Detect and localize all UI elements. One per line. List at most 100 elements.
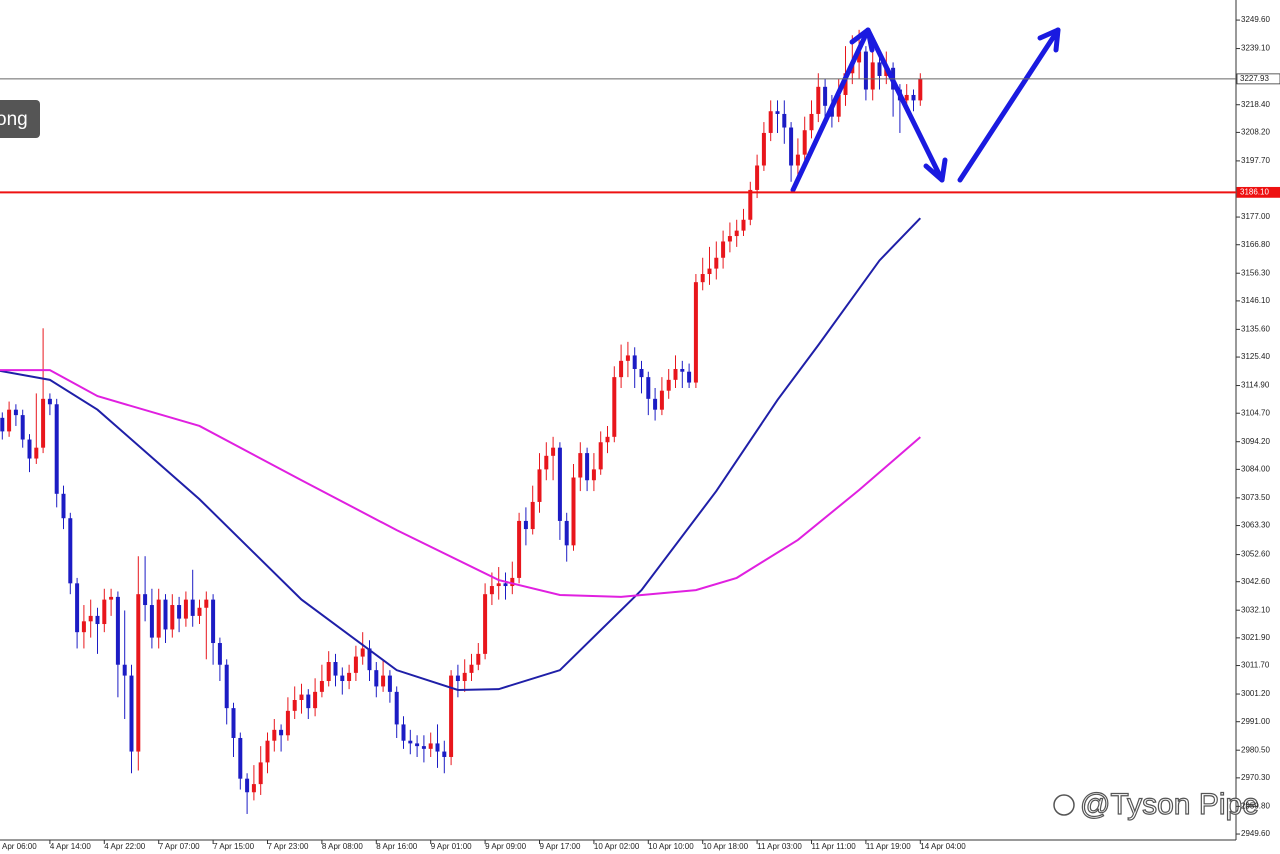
x-tick-label: 4 Apr 22:00	[104, 842, 145, 851]
candle-body	[748, 189, 753, 220]
candle-body	[428, 743, 433, 749]
candle-body	[442, 751, 447, 757]
x-tick-label: 11 Apr 11:00	[812, 842, 857, 851]
candle-body	[564, 520, 569, 546]
x-tick-label: 9 Apr 17:00	[540, 842, 581, 851]
price-label: 3227.93	[1240, 74, 1269, 83]
moving-average	[0, 217, 922, 691]
x-tick-label: 7 Apr 23:00	[268, 842, 309, 851]
y-tick-label: 3021.90	[1241, 633, 1270, 642]
candle-body	[625, 355, 630, 361]
candle-body	[136, 594, 141, 752]
candle-body	[204, 599, 209, 608]
candle-body	[224, 664, 229, 709]
candle-body	[462, 672, 467, 682]
y-tick-label: 3042.60	[1241, 577, 1270, 586]
candle-body	[292, 700, 297, 711]
candle-body	[421, 746, 426, 749]
candle-body	[455, 675, 460, 682]
candle-body	[122, 664, 127, 676]
candle-body	[761, 132, 766, 166]
x-tick-label: 8 Apr 16:00	[376, 842, 417, 851]
y-tick-label: 2970.30	[1241, 773, 1270, 782]
candle-body	[619, 360, 624, 378]
candle-body	[809, 113, 814, 131]
y-tick-label: 3114.90	[1241, 381, 1270, 390]
y-tick-label: 3135.60	[1241, 324, 1270, 333]
candle-body	[340, 675, 345, 682]
candle-body	[687, 371, 692, 383]
x-tick-label: 10 Apr 18:00	[703, 842, 749, 851]
candle-body	[326, 662, 331, 682]
candle-body	[75, 583, 80, 633]
candle-body	[408, 740, 413, 744]
x-tick-label: 7 Apr 07:00	[159, 842, 200, 851]
candle-body	[843, 73, 848, 95]
candle-body	[469, 664, 474, 673]
candle-body	[258, 762, 263, 785]
candle-body	[88, 615, 93, 622]
candle-body	[177, 605, 182, 619]
candle-body	[714, 257, 719, 269]
y-tick-label: 2980.50	[1241, 745, 1270, 754]
candle-body	[870, 62, 875, 90]
arrow-head	[849, 27, 875, 53]
candle-body	[646, 377, 651, 399]
candle-body	[653, 398, 658, 410]
candle-body	[530, 501, 535, 530]
candle-body	[285, 710, 290, 736]
moving-average	[0, 369, 921, 598]
candle-body	[911, 94, 916, 101]
candle-body	[313, 691, 318, 709]
y-tick-label: 3063.30	[1241, 521, 1270, 530]
candle-body	[836, 94, 841, 117]
candle-body	[251, 784, 256, 793]
y-tick-label: 3166.80	[1241, 240, 1270, 249]
candle-body	[102, 599, 107, 625]
candle-body	[190, 599, 195, 616]
y-tick-label: 2991.00	[1241, 717, 1270, 726]
candle-body	[510, 577, 515, 587]
candle-body	[877, 62, 882, 76]
y-tick-label: 2959.80	[1241, 801, 1270, 810]
y-tick-label: 3052.60	[1241, 550, 1270, 559]
candle-body	[557, 447, 562, 521]
y-tick-label: 3208.20	[1241, 128, 1270, 137]
candle-body	[591, 469, 596, 481]
y-tick-label: 3104.70	[1241, 408, 1270, 417]
candle-body	[782, 113, 787, 128]
candle-body	[598, 442, 603, 470]
candle-body	[483, 594, 488, 654]
candle-body	[387, 675, 392, 692]
watermark-logo	[1053, 794, 1075, 816]
y-tick-label: 3177.00	[1241, 212, 1270, 221]
candle-body	[238, 737, 243, 779]
candle-body	[217, 643, 222, 665]
candle-body	[904, 94, 909, 101]
candle-body	[775, 111, 780, 114]
candle-body	[659, 390, 664, 410]
arrow-head	[1037, 27, 1061, 53]
candle-body	[918, 78, 923, 101]
candle-body	[571, 477, 576, 546]
candle-body	[20, 415, 25, 440]
candle-body	[353, 656, 358, 673]
candle-body	[54, 404, 59, 494]
candle-body	[129, 675, 134, 752]
candle-body	[299, 694, 304, 700]
y-tick-label: 3032.10	[1241, 605, 1270, 614]
y-tick-label: 3156.30	[1241, 268, 1270, 277]
candle-body	[802, 130, 807, 155]
candle-body	[816, 86, 821, 114]
x-tick-label: 9 Apr 01:00	[431, 842, 472, 851]
candle-body	[347, 672, 352, 682]
candle-body	[394, 691, 399, 725]
candle-body	[721, 241, 726, 258]
y-tick-label: 3001.20	[1241, 689, 1270, 698]
candle-body	[632, 355, 637, 369]
candle-body	[61, 493, 66, 519]
candle-body	[27, 439, 32, 459]
candle-body	[245, 778, 250, 793]
